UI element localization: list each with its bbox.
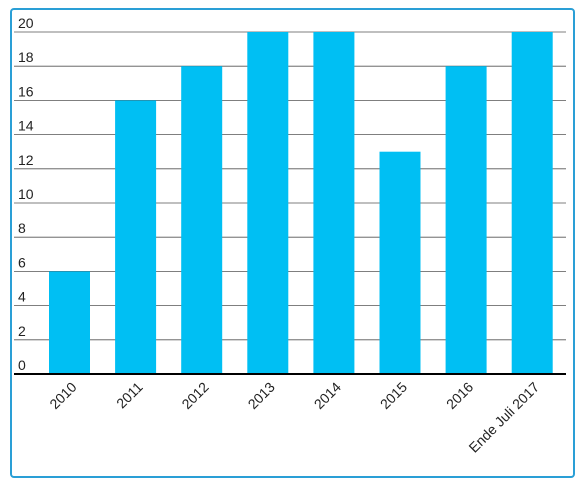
y-tick-labels: 0 2 4 6 8 10 12 14 16 18 20 [18,15,34,373]
y-tick-label-20: 20 [18,15,34,31]
x-tick-label-2010: 2010 [46,379,79,412]
bar-2015 [379,151,421,374]
x-tick-label-2014: 2014 [311,379,344,412]
bars [49,32,553,375]
x-tick-label-2012: 2012 [178,379,211,412]
bar-2012 [181,66,223,374]
y-tick-label-18: 18 [18,49,34,65]
y-tick-label-0: 0 [18,357,26,373]
bar-2014 [313,32,355,374]
y-tick-label-12: 12 [18,152,34,168]
x-tick-label-2011: 2011 [113,379,146,412]
bar-2016 [445,66,487,374]
y-tick-label-14: 14 [18,118,34,134]
y-tick-label-16: 16 [18,83,34,99]
x-tick-label-2016: 2016 [443,379,476,412]
y-tick-label-4: 4 [18,289,26,305]
x-tick-label-2015: 2015 [377,379,410,412]
bar-ende-juli-2017 [511,32,553,374]
bar-2010 [49,271,90,374]
bar-2011 [115,100,157,375]
x-tick-label-ende-juli-2017: Ende Juli 2017 [466,379,543,456]
y-tick-label-10: 10 [18,186,34,202]
y-tick-label-8: 8 [18,220,26,236]
x-tick-label-2013: 2013 [245,379,278,412]
y-tick-label-6: 6 [18,254,26,270]
bar-2013 [247,32,289,374]
y-tick-label-2: 2 [18,323,26,339]
